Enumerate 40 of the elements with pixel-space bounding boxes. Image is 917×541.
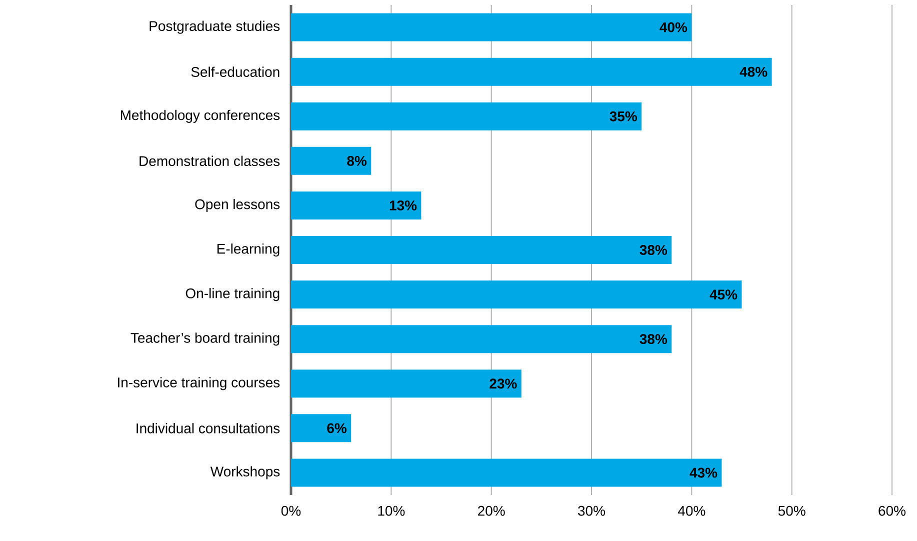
bar [291, 325, 672, 354]
data-label: 35% [610, 111, 638, 122]
x-tick-label: 10% [378, 506, 405, 516]
bar [291, 280, 742, 309]
x-tick-label: 0% [281, 506, 301, 516]
bar [291, 58, 772, 86]
x-tick-label: 30% [578, 506, 606, 516]
bar [291, 458, 722, 487]
data-label: 8% [347, 156, 367, 166]
bar [291, 13, 692, 42]
data-label: 38% [640, 245, 668, 255]
y-tick-label: Postgraduate studies [150, 20, 280, 34]
data-label: 43% [690, 468, 718, 478]
y-tick-label: E-learning [217, 243, 280, 257]
y-tick-label: Teacher’s board training [130, 332, 280, 346]
y-tick-label: Demonstration classes [140, 156, 280, 166]
bar [291, 102, 642, 130]
y-tick-label: In-service training courses [118, 377, 280, 390]
y-tick-label: Methodology conferences [120, 110, 280, 123]
data-label: 38% [640, 334, 668, 344]
bar [291, 414, 352, 442]
bar [291, 191, 422, 220]
y-tick-label: Individual consultations [136, 423, 280, 434]
data-label: 13% [390, 200, 417, 210]
data-label: 48% [740, 66, 768, 77]
data-label: 23% [490, 378, 517, 389]
y-tick-label: Workshops [210, 466, 280, 480]
x-tick-label: 20% [478, 506, 505, 516]
x-tick-label: 60% [878, 506, 906, 516]
y-tick-label: Open lessons [195, 198, 280, 212]
y-tick-label: On-line training [186, 288, 280, 302]
bar [291, 236, 672, 264]
x-tick-label: 50% [778, 506, 806, 516]
y-tick-label: Self-education [191, 66, 280, 77]
x-tick-label: 40% [678, 506, 706, 516]
data-label: 45% [710, 290, 738, 300]
bar [291, 146, 372, 175]
data-label: 40% [660, 22, 688, 32]
bar [291, 370, 522, 398]
data-label: 6% [327, 423, 347, 434]
